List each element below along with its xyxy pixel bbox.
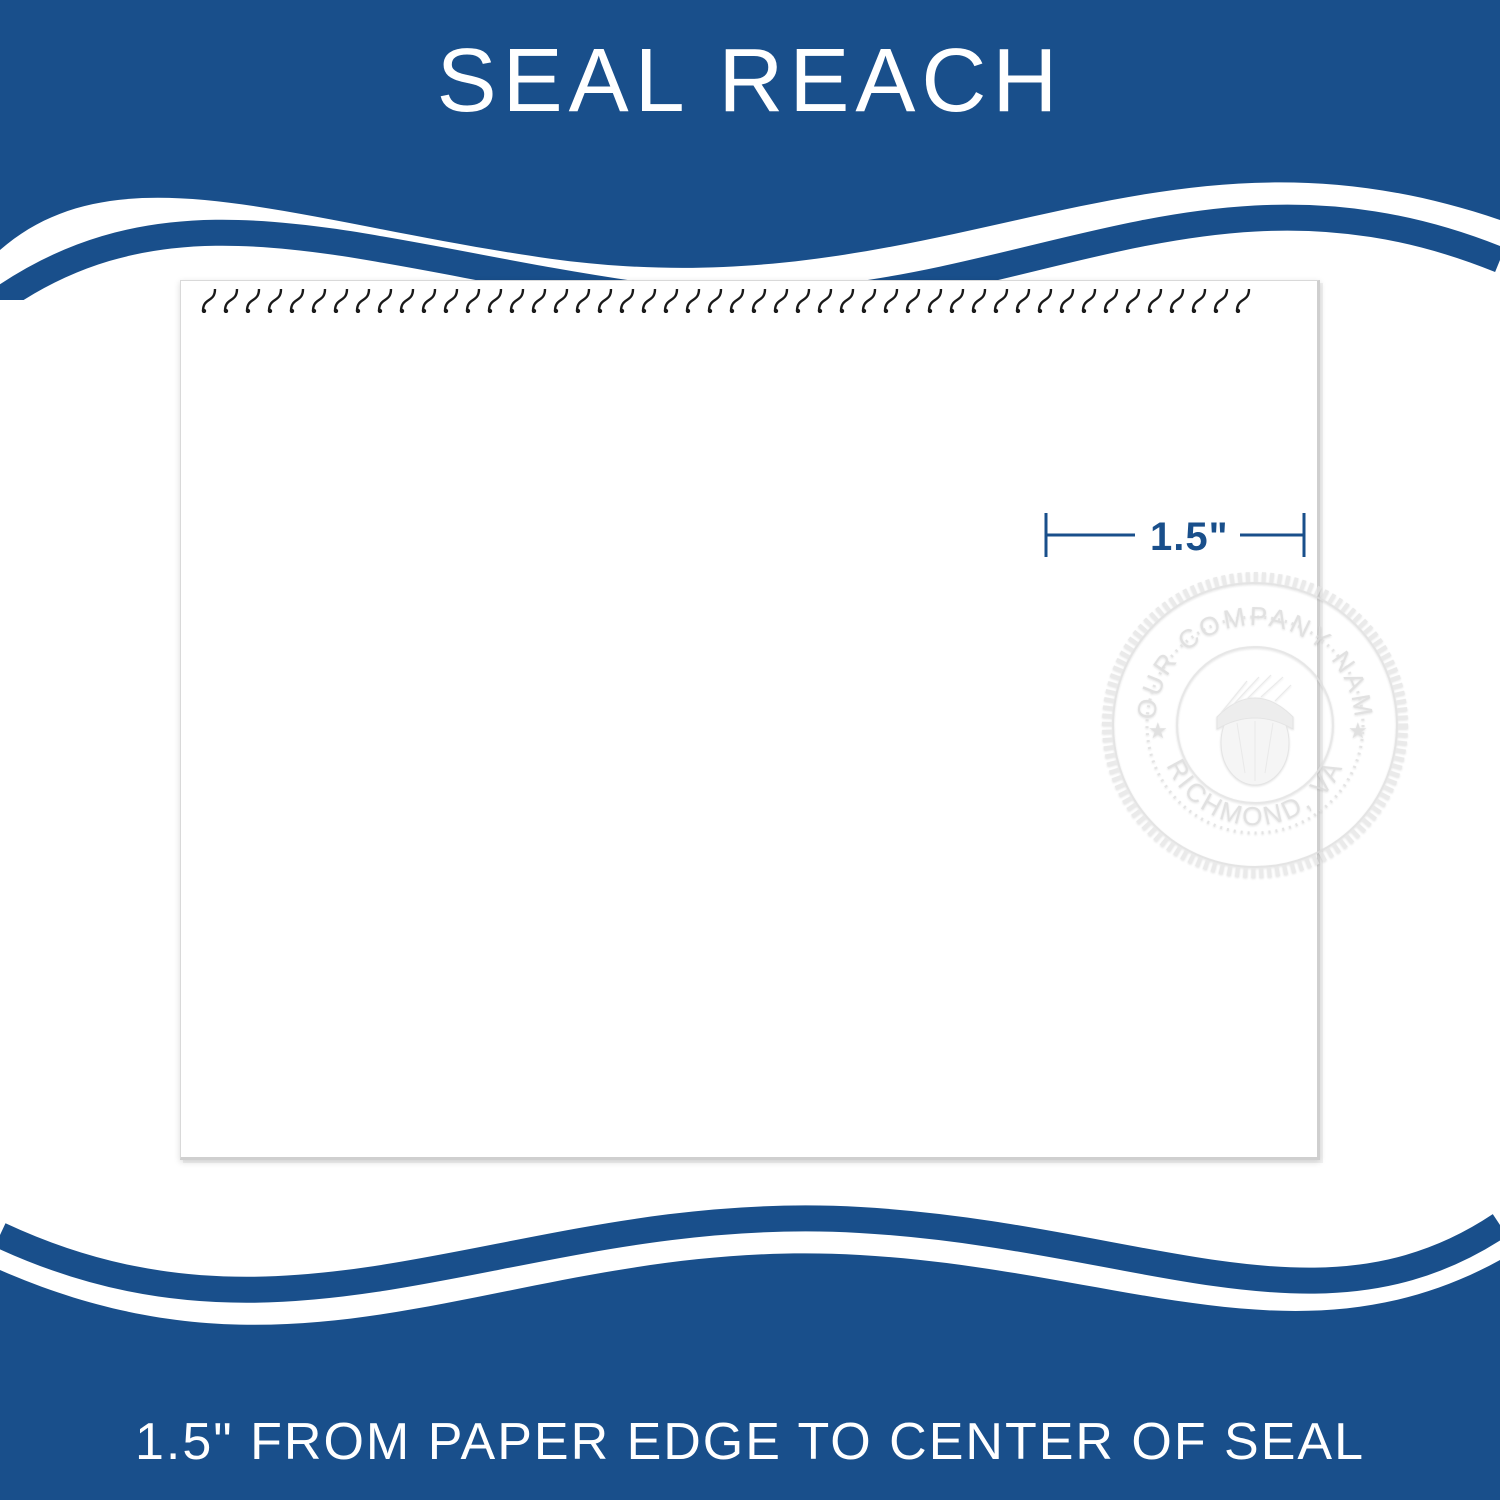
binding-coil (289, 287, 305, 313)
binding-coil (311, 287, 327, 313)
binding-coil (1081, 287, 1097, 313)
binding-coil (1191, 287, 1207, 313)
binding-coil (1059, 287, 1075, 313)
binding-coil (399, 287, 415, 313)
binding-coil (817, 287, 833, 313)
binding-coil (1103, 287, 1119, 313)
binding-coil (993, 287, 1009, 313)
binding-coil (619, 287, 635, 313)
embossed-seal: YOUR COMPANY NAME RICHMOND, VA ★ ★ (1100, 570, 1410, 880)
binding-coil (465, 287, 481, 313)
binding-coil (839, 287, 855, 313)
binding-coil (223, 287, 239, 313)
binding-coil (707, 287, 723, 313)
binding-coil (729, 287, 745, 313)
binding-coil (531, 287, 547, 313)
binding-coil (1169, 287, 1185, 313)
svg-text:★: ★ (1348, 718, 1368, 743)
binding-coil (201, 287, 217, 313)
binding-coil (927, 287, 943, 313)
binding-coil (443, 287, 459, 313)
binding-coil (575, 287, 591, 313)
binding-coil (773, 287, 789, 313)
binding-coil (795, 287, 811, 313)
binding-coil (883, 287, 899, 313)
binding-coil (245, 287, 261, 313)
reach-measure: 1.5" (1040, 505, 1310, 565)
footer-caption: 1.5" FROM PAPER EDGE TO CENTER OF SEAL (0, 1412, 1500, 1472)
header-band: SEAL REACH (0, 0, 1500, 300)
binding-coil (333, 287, 349, 313)
binding-coil (685, 287, 701, 313)
binding-coil (751, 287, 767, 313)
spiral-binding (201, 287, 1297, 317)
binding-coil (487, 287, 503, 313)
binding-coil (267, 287, 283, 313)
binding-coil (861, 287, 877, 313)
footer-band: 1.5" FROM PAPER EDGE TO CENTER OF SEAL (0, 1200, 1500, 1500)
binding-coil (421, 287, 437, 313)
binding-coil (1015, 287, 1031, 313)
binding-coil (949, 287, 965, 313)
binding-coil (509, 287, 525, 313)
binding-coil (641, 287, 657, 313)
binding-coil (1037, 287, 1053, 313)
binding-coil (1147, 287, 1163, 313)
binding-coil (377, 287, 393, 313)
binding-coil (355, 287, 371, 313)
seal-icon: YOUR COMPANY NAME RICHMOND, VA ★ ★ (1100, 570, 1410, 880)
binding-coil (597, 287, 613, 313)
page-title: SEAL REACH (0, 30, 1500, 133)
binding-coil (905, 287, 921, 313)
binding-coil (1235, 287, 1251, 313)
infographic-stage: SEAL REACH 1.5" (0, 0, 1500, 1500)
measure-value: 1.5" (1150, 515, 1229, 560)
binding-coil (971, 287, 987, 313)
binding-coil (1213, 287, 1229, 313)
binding-coil (553, 287, 569, 313)
binding-coil (1125, 287, 1141, 313)
svg-text:★: ★ (1148, 718, 1168, 743)
binding-coil (663, 287, 679, 313)
